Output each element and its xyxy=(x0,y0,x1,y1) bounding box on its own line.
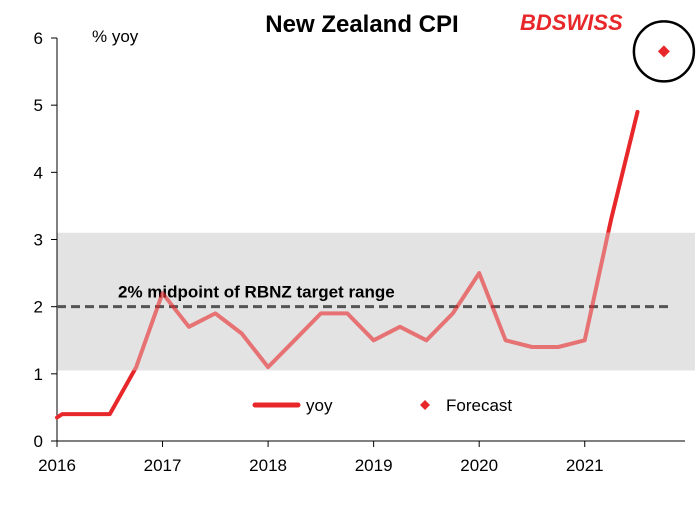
legend-forecast-swatch xyxy=(420,400,430,410)
logo-swiss: SWISS xyxy=(552,10,623,35)
logo-bd: BD xyxy=(520,10,552,35)
x-tick-label: 2017 xyxy=(144,456,182,475)
x-tick-label: 2020 xyxy=(460,456,498,475)
forecast-markers xyxy=(657,45,670,58)
x-tick-label: 2016 xyxy=(38,456,76,475)
y-axis-label: % yoy xyxy=(92,27,139,46)
y-tick-label: 1 xyxy=(34,365,43,384)
x-axis: 2016 2017 2018 2019 2020 2021 xyxy=(38,440,685,475)
chart-title: New Zealand CPI xyxy=(265,11,458,38)
x-tick-label: 2018 xyxy=(249,456,287,475)
x-tick-label: 2021 xyxy=(566,456,604,475)
y-tick-label: 6 xyxy=(34,29,43,48)
y-tick-label: 5 xyxy=(34,96,43,115)
forecast-highlight-circle xyxy=(632,20,696,83)
series-lines xyxy=(55,109,640,420)
y-tick-label: 2 xyxy=(34,298,43,317)
legend-yoy-label: yoy xyxy=(306,396,333,415)
forecast-point xyxy=(657,45,670,58)
bdswiss-logo: BDSWISS xyxy=(520,10,623,35)
legend: yoy Forecast xyxy=(252,396,512,415)
x-tick-label: 2019 xyxy=(355,456,393,475)
logo-text: BDSWISS xyxy=(520,10,623,35)
y-tick-label: 0 xyxy=(34,432,43,451)
midpoint-label: 2% midpoint of RBNZ target range xyxy=(118,283,395,302)
y-axis: 0 1 2 3 4 5 6 xyxy=(34,29,58,451)
target-range-band xyxy=(57,232,695,371)
yoy-series-line-in-band xyxy=(132,232,611,371)
y-tick-label: 4 xyxy=(34,163,43,182)
legend-forecast-label: Forecast xyxy=(446,396,512,415)
y-tick-label: 3 xyxy=(34,231,43,250)
